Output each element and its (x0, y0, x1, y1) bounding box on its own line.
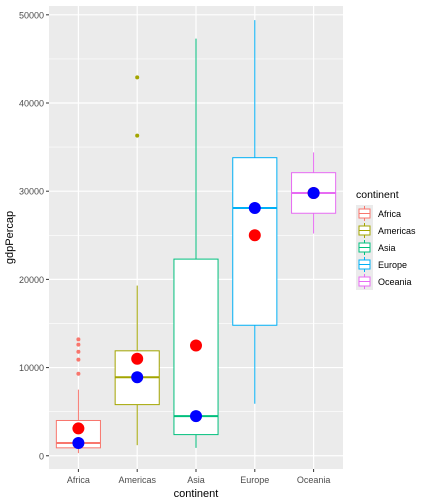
mean-point (72, 422, 85, 435)
box-europe (232, 20, 278, 404)
outlier-point (135, 133, 140, 138)
median-point (307, 186, 320, 199)
legend-item-oceania: Oceania (356, 273, 412, 290)
legend-label: Americas (378, 226, 416, 236)
legend-item-asia: Asia (356, 239, 396, 256)
mean-point (131, 352, 144, 365)
x-axis-title: continent (174, 488, 219, 500)
outlier-point (135, 75, 140, 80)
legend: continent Africa Americas Asia Europe Oceani… (356, 189, 416, 290)
outlier-point (76, 349, 81, 354)
x-tick-label: Oceania (297, 475, 331, 485)
summary-points (72, 186, 320, 449)
median-point (131, 371, 144, 384)
y-tick-label: 50000 (19, 10, 44, 20)
median-point (248, 201, 261, 214)
legend-label: Europe (378, 260, 407, 270)
median-point (72, 436, 85, 449)
x-axis: Africa Americas Asia Europe Oceania (67, 469, 330, 485)
y-tick-label: 40000 (19, 99, 44, 109)
median-point (190, 410, 202, 423)
legend-item-africa: Africa (356, 205, 401, 222)
y-tick-label: 0 (39, 451, 44, 461)
legend-label: Asia (378, 243, 396, 253)
outlier-point (76, 337, 81, 342)
outlier-point (76, 371, 81, 376)
legend-label: Oceania (378, 277, 412, 287)
y-tick-label: 30000 (19, 187, 44, 197)
legend-label: Africa (378, 209, 401, 219)
y-tick-label: 20000 (19, 275, 44, 285)
outlier-point (76, 357, 81, 362)
mean-point (190, 339, 202, 352)
mean-point (248, 229, 261, 242)
legend-item-americas: Americas (356, 222, 416, 239)
x-tick-label: Americas (118, 475, 156, 485)
legend-item-europe: Europe (356, 256, 407, 273)
outlier-point (76, 342, 81, 347)
y-axis: 0 10000 20000 30000 40000 50000 (19, 10, 49, 461)
x-tick-label: Africa (67, 475, 90, 485)
y-axis-title: gdpPercap (4, 211, 16, 264)
x-tick-label: Europe (240, 475, 269, 485)
y-tick-label: 10000 (19, 363, 44, 373)
x-tick-label: Asia (187, 475, 205, 485)
iqr-box (232, 157, 278, 326)
legend-title: continent (356, 189, 399, 201)
